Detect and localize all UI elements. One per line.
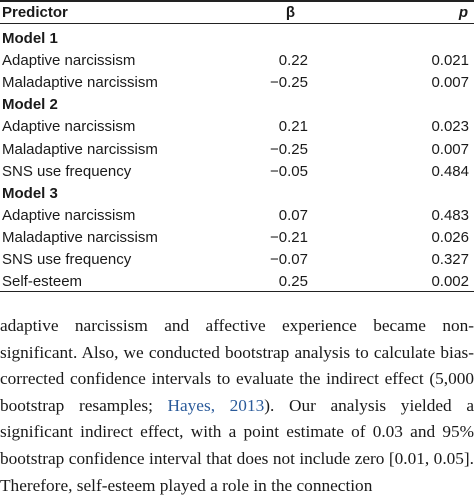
predictor-cell: Maladaptive narcissism xyxy=(2,74,158,92)
header-p: p xyxy=(458,4,468,21)
header-predictor: Predictor xyxy=(2,4,68,21)
p-value-cell: 0.007 xyxy=(431,74,469,92)
table-row: Adaptive narcissism 0.21 0.023 xyxy=(0,116,474,138)
predictor-cell: Adaptive narcissism xyxy=(2,118,136,136)
p-value-cell: 0.002 xyxy=(431,273,469,291)
p-value-cell: 0.023 xyxy=(431,118,469,136)
p-value-cell: 0.007 xyxy=(431,140,469,158)
table-header-row: Predictor β p xyxy=(0,2,474,24)
table-row: Maladaptive narcissism −0.25 0.007 xyxy=(0,72,474,94)
p-value-cell: 0.327 xyxy=(431,251,469,268)
body-paragraph: adaptive narcissism and affective experi… xyxy=(0,313,474,499)
p-value-cell: 0.026 xyxy=(431,228,469,246)
predictor-cell: SNS use frequency xyxy=(2,251,132,268)
predictor-cell: Maladaptive narcissism xyxy=(2,228,158,246)
paragraph-text-end: ). Our analysis yielded a significant in… xyxy=(0,395,474,495)
model-label: Model 1 xyxy=(2,30,58,47)
table-header-rule xyxy=(0,23,474,24)
beta-cell: −0.25 xyxy=(270,140,308,158)
beta-cell: −0.07 xyxy=(270,251,308,268)
beta-cell: 0.07 xyxy=(278,206,308,224)
table-row: SNS use frequency −0.07 0.327 xyxy=(0,249,474,271)
table-row: Maladaptive narcissism −0.25 0.007 xyxy=(0,139,474,161)
table-bottom-rule xyxy=(0,291,474,292)
table-row: Adaptive narcissism 0.22 0.021 xyxy=(0,50,474,72)
beta-cell: −0.25 xyxy=(270,74,308,92)
p-value-cell: 0.484 xyxy=(431,162,469,180)
model-group-row: Model 3 xyxy=(0,183,474,205)
table-row: SNS use frequency −0.05 0.484 xyxy=(0,161,474,183)
p-value-cell: 0.021 xyxy=(431,52,469,70)
beta-cell: −0.05 xyxy=(270,162,308,180)
model-group-row: Model 1 xyxy=(0,28,474,50)
table-row: Maladaptive narcissism −0.21 0.026 xyxy=(0,227,474,249)
header-beta: β xyxy=(285,4,295,21)
predictor-cell: Maladaptive narcissism xyxy=(2,140,158,158)
beta-cell: 0.22 xyxy=(278,52,308,70)
paragraph-text-start: adaptive narcissism and affective experi… xyxy=(0,316,474,415)
table-row: Adaptive narcissism 0.07 0.483 xyxy=(0,205,474,227)
predictor-cell: Adaptive narcissism xyxy=(2,206,136,224)
citation-link[interactable]: Hayes, 2013 xyxy=(167,395,265,415)
predictor-cell: Self-esteem xyxy=(2,273,83,291)
model-group-row: Model 2 xyxy=(0,94,474,116)
table-row: Self-esteem 0.25 0.002 xyxy=(0,271,474,293)
predictor-cell: Adaptive narcissism xyxy=(2,52,136,70)
beta-cell: −0.21 xyxy=(270,228,308,246)
predictor-cell: SNS use frequency xyxy=(2,162,132,180)
model-label: Model 2 xyxy=(2,96,58,114)
table-top-rule xyxy=(0,0,474,2)
beta-cell: 0.21 xyxy=(278,118,308,136)
beta-cell: 0.25 xyxy=(278,273,308,291)
p-value-cell: 0.483 xyxy=(431,206,469,224)
model-label: Model 3 xyxy=(2,184,58,202)
